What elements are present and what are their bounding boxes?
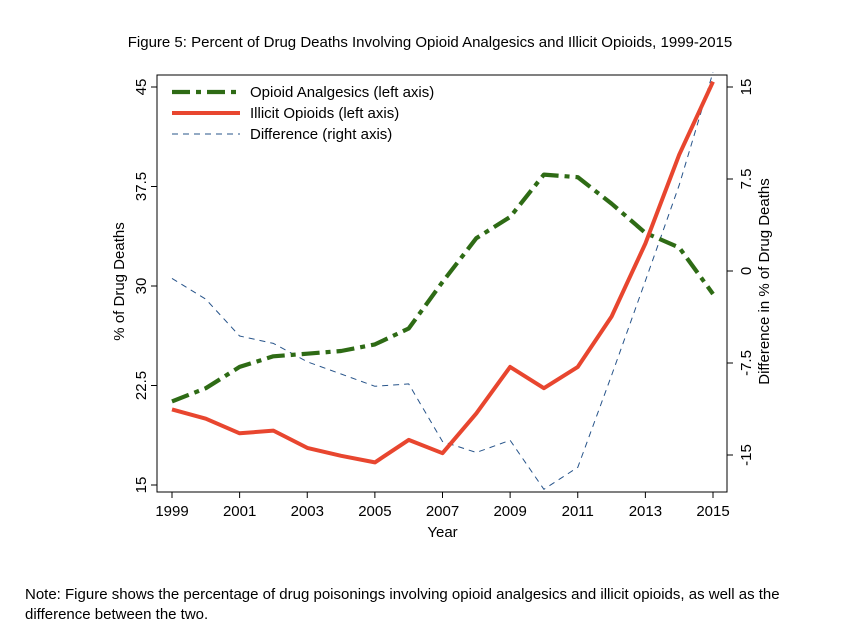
y-right-tick-label: 7.5 bbox=[738, 169, 755, 190]
y-right-tick-label: 0 bbox=[738, 267, 755, 275]
x-tick-label: 2015 bbox=[696, 503, 729, 520]
x-tick-label: 2003 bbox=[291, 503, 324, 520]
y-left-tick-label: 15 bbox=[133, 477, 150, 494]
legend-label: Opioid Analgesics (left axis) bbox=[250, 84, 434, 101]
series-line-opioid-analgesics-left-axis bbox=[171, 172, 715, 404]
y-left-tick-label: 30 bbox=[133, 278, 150, 295]
series-line-illicit-opioids-left-axis bbox=[171, 80, 715, 465]
series-line-difference-right-axis bbox=[171, 72, 714, 490]
figure-note: Note: Figure shows the percentage of dru… bbox=[25, 586, 780, 623]
y-left-tick-label: 37.5 bbox=[133, 172, 150, 201]
x-tick-label: 2001 bbox=[223, 503, 256, 520]
legend: Opioid Analgesics (left axis) Illicit Opi… bbox=[172, 84, 434, 143]
x-tick-label: 2005 bbox=[358, 503, 391, 520]
axes: 1999 2001 2003 2005 2007 2009 2011 2013 2015 15 22… bbox=[111, 74, 773, 541]
y-right-axis-title: Difference in % of Drug Deaths bbox=[756, 178, 773, 385]
x-tick-label: 1999 bbox=[155, 503, 188, 520]
series-layer bbox=[171, 72, 715, 490]
x-tick-label: 2009 bbox=[493, 503, 526, 520]
y-left-axis-title: % of Drug Deaths bbox=[111, 222, 128, 340]
x-tick-label: 2011 bbox=[562, 503, 594, 520]
x-axis-title: Year bbox=[427, 524, 457, 541]
legend-label: Difference (right axis) bbox=[250, 126, 392, 143]
figure-title: Figure 5: Percent of Drug Deaths Involvi… bbox=[127, 34, 733, 51]
legend-label: Illicit Opioids (left axis) bbox=[250, 105, 399, 122]
y-left-tick-label: 45 bbox=[133, 79, 150, 96]
y-left-tick-label: 22.5 bbox=[133, 371, 150, 400]
x-tick-label: 2007 bbox=[426, 503, 459, 520]
x-tick-label: 2013 bbox=[629, 503, 662, 520]
y-right-tick-label: -15 bbox=[738, 444, 755, 466]
y-right-tick-label: -7.5 bbox=[738, 350, 755, 376]
y-right-tick-label: 15 bbox=[738, 79, 755, 96]
